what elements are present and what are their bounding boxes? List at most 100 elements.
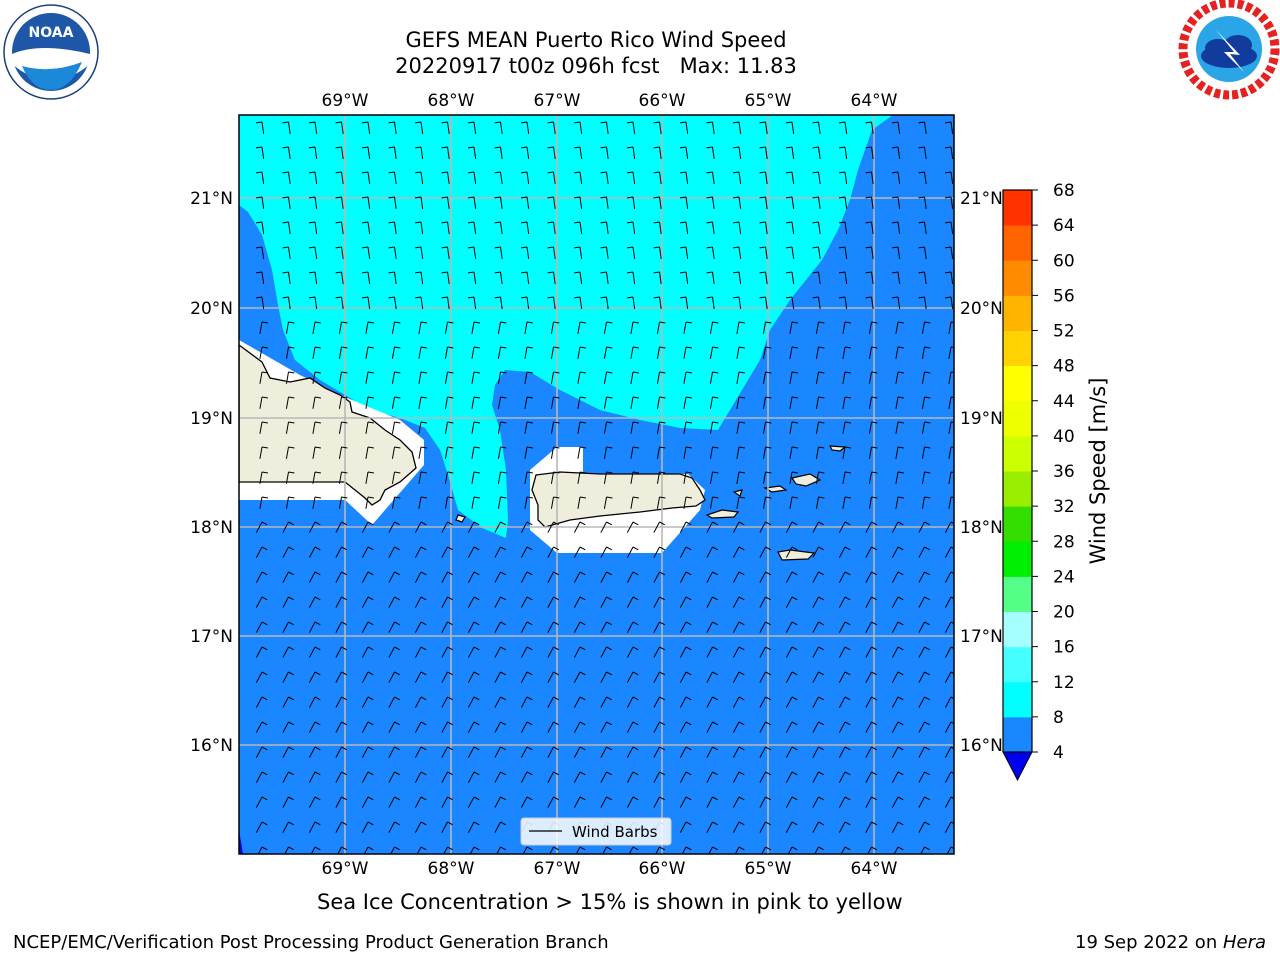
wind-barb — [679, 771, 692, 783]
wind-barb — [891, 571, 904, 583]
wind-barb — [785, 146, 795, 159]
wind-barb — [709, 371, 719, 384]
chart-title: GEFS MEAN Puerto Rico Wind Speed — [405, 28, 787, 52]
wind-barb — [944, 221, 954, 234]
wind-barb — [335, 721, 348, 733]
wind-barb — [630, 421, 639, 434]
wind-barb — [467, 771, 480, 783]
wind-barb — [494, 146, 503, 159]
wind-barb — [706, 121, 715, 134]
wind-barb — [414, 146, 424, 159]
wind-barb — [469, 846, 480, 854]
wind-barb — [441, 746, 454, 758]
wind-barb — [732, 271, 742, 284]
wind-barb — [628, 846, 639, 854]
wind-barb — [602, 846, 613, 854]
wind-barb — [653, 646, 666, 658]
colorbar-segment — [1003, 716, 1032, 753]
wind-barb — [891, 596, 904, 608]
wind-barb — [921, 321, 931, 334]
colorbar-segment — [1003, 190, 1032, 226]
wind-barb — [653, 246, 662, 259]
wind-barb — [259, 396, 268, 409]
wind-barb — [414, 121, 424, 134]
wind-barb — [255, 121, 265, 134]
wind-barb — [626, 646, 639, 658]
wind-barb — [891, 671, 904, 683]
wind-barb — [255, 571, 268, 583]
wind-barb — [308, 696, 321, 708]
wind-barb — [736, 471, 745, 484]
small-island — [455, 514, 466, 523]
wind-barb — [838, 246, 848, 259]
wind-barb — [785, 671, 798, 683]
wind-barb — [785, 596, 798, 608]
wind-barb — [838, 721, 851, 733]
wind-barb — [547, 521, 560, 533]
wind-barb — [709, 321, 719, 334]
wind-barb — [361, 571, 374, 583]
wind-barb — [762, 371, 772, 384]
wind-barb — [335, 796, 348, 808]
wind-barb — [653, 721, 666, 733]
wind-barb — [418, 446, 427, 459]
wind-barb — [496, 846, 507, 854]
wind-barb — [418, 496, 427, 509]
small-island — [705, 509, 740, 519]
wind-barb — [732, 796, 745, 808]
wind-barb — [308, 546, 321, 558]
wind-barb — [736, 396, 745, 409]
wind-barb — [494, 746, 507, 758]
wind-barb — [444, 321, 454, 334]
host-name: Hera — [1222, 932, 1266, 953]
wind-barb — [520, 571, 533, 583]
wind-barb — [255, 196, 265, 209]
wind-barb — [603, 321, 613, 334]
wind-barb — [653, 271, 662, 284]
wind-barb — [709, 496, 719, 509]
wind-barb — [838, 271, 848, 284]
wind-barb — [679, 696, 692, 708]
small-island — [791, 473, 822, 487]
wind-barb — [441, 771, 454, 783]
colorbar-tick-label: 16 — [1053, 638, 1075, 658]
wind-barb — [361, 796, 374, 808]
wind-barb — [762, 396, 772, 409]
wind-barb — [335, 196, 344, 209]
wind-barb — [497, 321, 507, 334]
wind-barb — [838, 121, 848, 134]
wind-barb — [467, 646, 480, 658]
wind-barb — [365, 446, 374, 459]
wind-barb — [653, 296, 662, 309]
wind-barb — [812, 796, 825, 808]
chart-subtitle: 20220917 t00z 096h fcst Max: 11.83 — [395, 54, 797, 78]
wind-barb — [812, 596, 825, 608]
wind-barb — [838, 646, 851, 658]
wind-barb — [653, 221, 662, 234]
wind-barb — [312, 446, 321, 459]
wind-barb — [365, 371, 374, 384]
wind-barb — [785, 571, 798, 583]
wind-barb — [494, 296, 503, 309]
wind-barb — [497, 496, 507, 509]
wind-barb — [867, 846, 878, 854]
wind-barb — [865, 721, 878, 733]
nws-logo — [1178, 0, 1280, 100]
wind-barb — [308, 821, 321, 833]
wind-barb — [365, 421, 374, 434]
wind-barb — [865, 646, 878, 658]
latitude-label: 20°N — [190, 299, 233, 319]
wind-barb — [285, 321, 295, 334]
wind-barb — [391, 421, 401, 434]
wind-barb — [785, 246, 795, 259]
wind-barb — [471, 471, 480, 484]
wind-barb — [626, 246, 636, 259]
wind-barb — [706, 621, 719, 633]
wind-barb — [679, 146, 689, 159]
wind-barb — [626, 746, 639, 758]
wind-barb — [895, 496, 904, 509]
wind-barb — [815, 371, 825, 384]
wind-barb — [842, 421, 851, 434]
wind-barb — [335, 646, 348, 658]
wind-barb — [361, 271, 371, 284]
